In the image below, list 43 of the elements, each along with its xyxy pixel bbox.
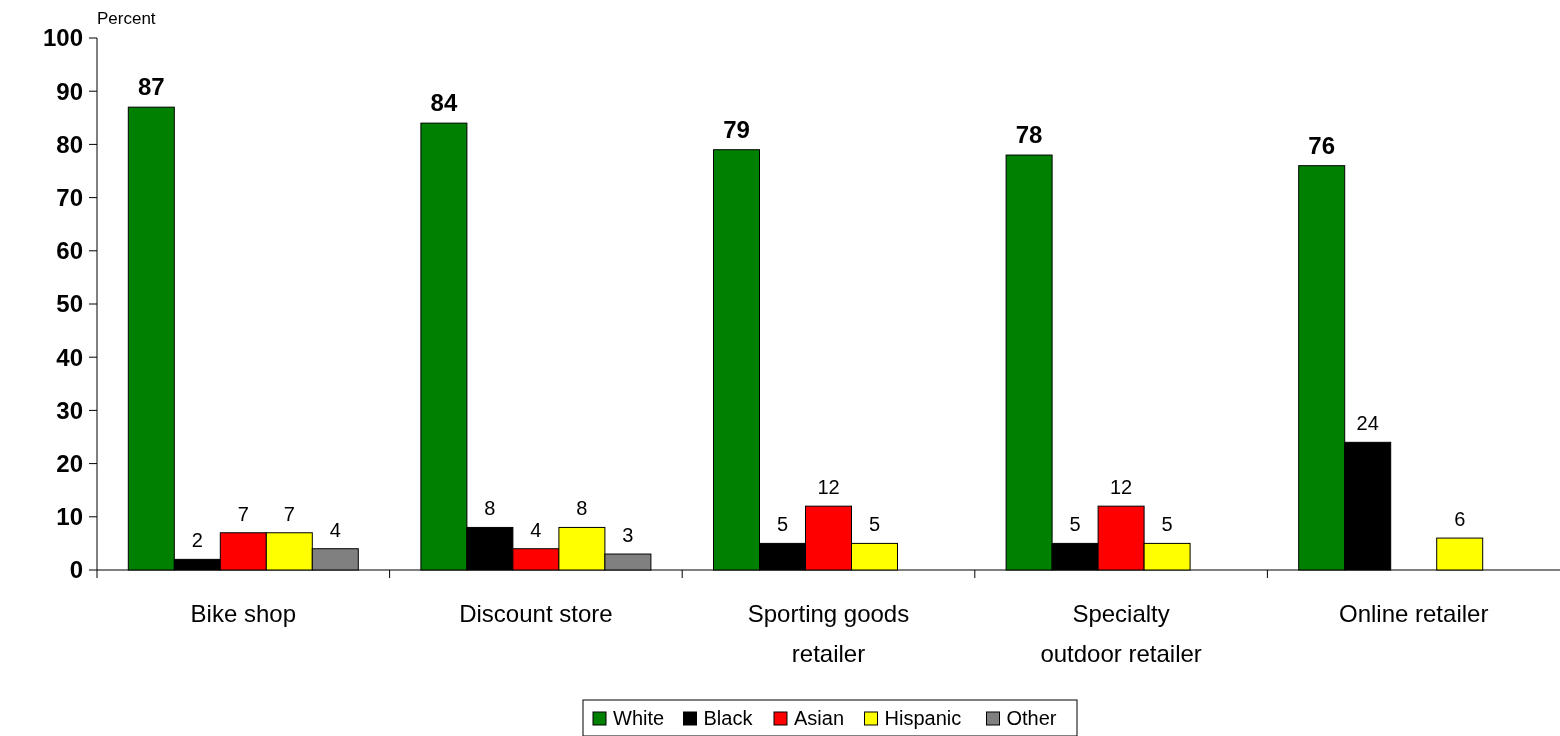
x-tick-label: Bike shop [190,600,296,627]
x-tick-label: Specialty outdoor retailer [1040,600,1202,667]
data-label: 4 [329,518,341,541]
x-tick-label: Discount store [459,600,613,627]
legend-label: Other [1006,707,1057,729]
y-tick-label: 60 [56,237,83,265]
data-label: 7 [237,502,249,525]
data-label: 5 [1161,513,1173,536]
data-label: 5 [1069,513,1081,536]
y-tick-label: 10 [56,503,83,531]
y-tick-label: 100 [42,24,83,52]
x-tick-label: Sporting goods retailer [747,600,910,667]
y-axis-title: Percent [97,9,156,28]
data-label: 12 [817,476,840,499]
y-tick-label: 30 [56,396,83,424]
data-label: 8 [576,497,588,520]
y-tick-label: 40 [56,343,83,371]
y-tick-label: 80 [56,130,83,158]
data-label: 8 [484,497,496,520]
y-tick-label: 20 [56,450,83,477]
data-label: 24 [1356,412,1379,435]
data-label: 7 [283,502,295,525]
y-tick-label: 90 [56,77,83,105]
data-label: 79 [723,115,750,143]
y-tick-label: 50 [56,290,83,318]
data-label: 5 [868,513,881,536]
y-tick-label: 70 [56,184,83,211]
data-label: 4 [530,518,542,541]
data-label: 5 [776,513,789,536]
data-label: 2 [191,529,203,552]
data-label: 6 [1454,508,1466,531]
legend-label: White [613,707,665,729]
legend-label: Black [703,707,754,729]
data-label: 87 [137,73,165,101]
data-label: 84 [430,89,458,117]
legend-label: Hispanic [884,707,962,729]
y-tick-label: 0 [69,556,83,584]
legend-label: Asian [794,707,845,729]
x-tick-label: Online retailer [1339,600,1489,627]
data-label: 76 [1308,131,1336,159]
data-label: 12 [1109,476,1133,499]
data-label: 3 [622,524,634,547]
data-label: 78 [1015,121,1043,149]
